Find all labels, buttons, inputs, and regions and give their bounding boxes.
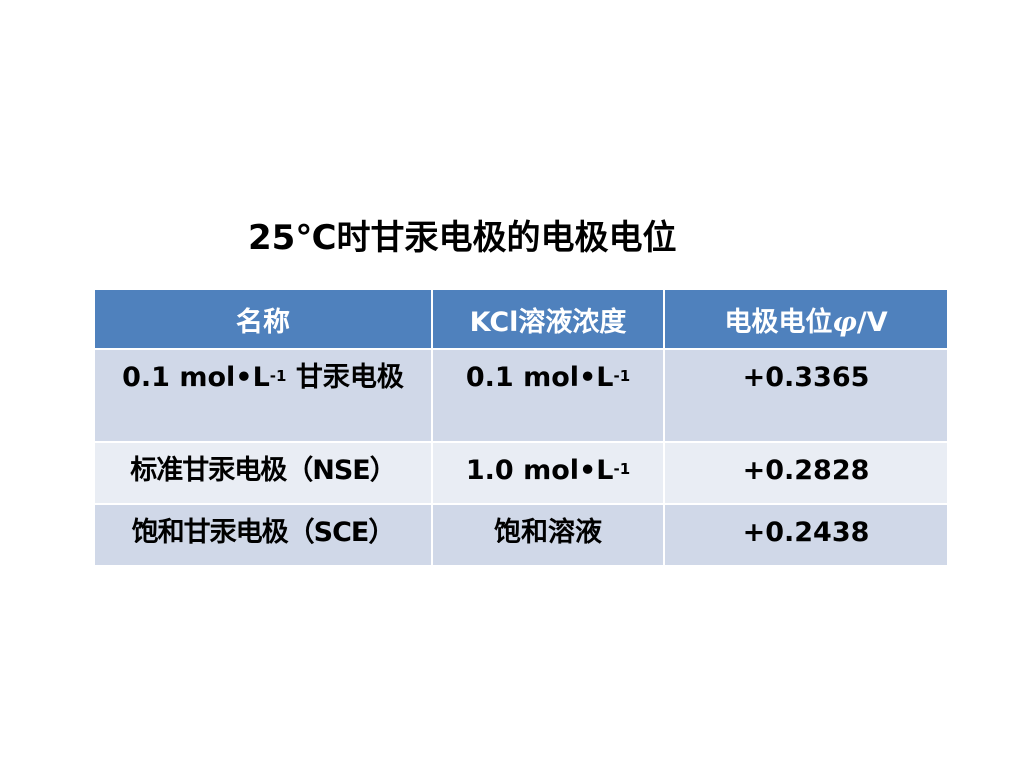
cell-name-main: 0.1 mol•L bbox=[122, 362, 270, 393]
header-potential-unit: /V bbox=[856, 306, 888, 338]
header-electrode-potential: 电极电位φ/V bbox=[663, 288, 949, 350]
cell-potential: +0.2438 bbox=[663, 503, 949, 567]
header-name: 名称 bbox=[93, 288, 433, 350]
page-title: 25℃时甘汞电极的电极电位 bbox=[248, 218, 677, 258]
cell-kcl-sup: -1 bbox=[613, 460, 631, 478]
table-header-row: 名称 KCl溶液浓度 电极电位φ/V bbox=[93, 288, 949, 350]
cell-kcl: 0.1 mol•L-1 bbox=[431, 348, 665, 443]
cell-name: 饱和甘汞电极（SCE） bbox=[93, 503, 433, 567]
electrode-potential-table: 名称 KCl溶液浓度 电极电位φ/V 0.1 mol•L-1 甘汞电极 0.1 … bbox=[93, 288, 949, 567]
cell-kcl: 饱和溶液 bbox=[431, 503, 665, 567]
table-row: 标准甘汞电极（NSE） 1.0 mol•L-1 +0.2828 bbox=[93, 441, 949, 505]
cell-name-sup: -1 bbox=[269, 367, 287, 385]
header-kcl-concentration: KCl溶液浓度 bbox=[431, 288, 665, 350]
cell-kcl-main: 0.1 mol•L bbox=[465, 362, 614, 393]
table-row: 饱和甘汞电极（SCE） 饱和溶液 +0.2438 bbox=[93, 503, 949, 567]
cell-name: 标准甘汞电极（NSE） bbox=[93, 441, 433, 505]
cell-kcl-sup: -1 bbox=[613, 367, 631, 385]
table-row: 0.1 mol•L-1 甘汞电极 0.1 mol•L-1 +0.3365 bbox=[93, 348, 949, 443]
cell-potential: +0.3365 bbox=[663, 348, 949, 443]
cell-kcl: 1.0 mol•L-1 bbox=[431, 441, 665, 505]
cell-name-rest: 甘汞电极 bbox=[286, 362, 404, 393]
header-potential-prefix: 电极电位 bbox=[724, 306, 833, 338]
header-potential-symbol: φ bbox=[832, 306, 857, 338]
cell-kcl-main: 1.0 mol•L bbox=[465, 455, 614, 486]
cell-potential: +0.2828 bbox=[663, 441, 949, 505]
cell-name: 0.1 mol•L-1 甘汞电极 bbox=[93, 348, 433, 443]
